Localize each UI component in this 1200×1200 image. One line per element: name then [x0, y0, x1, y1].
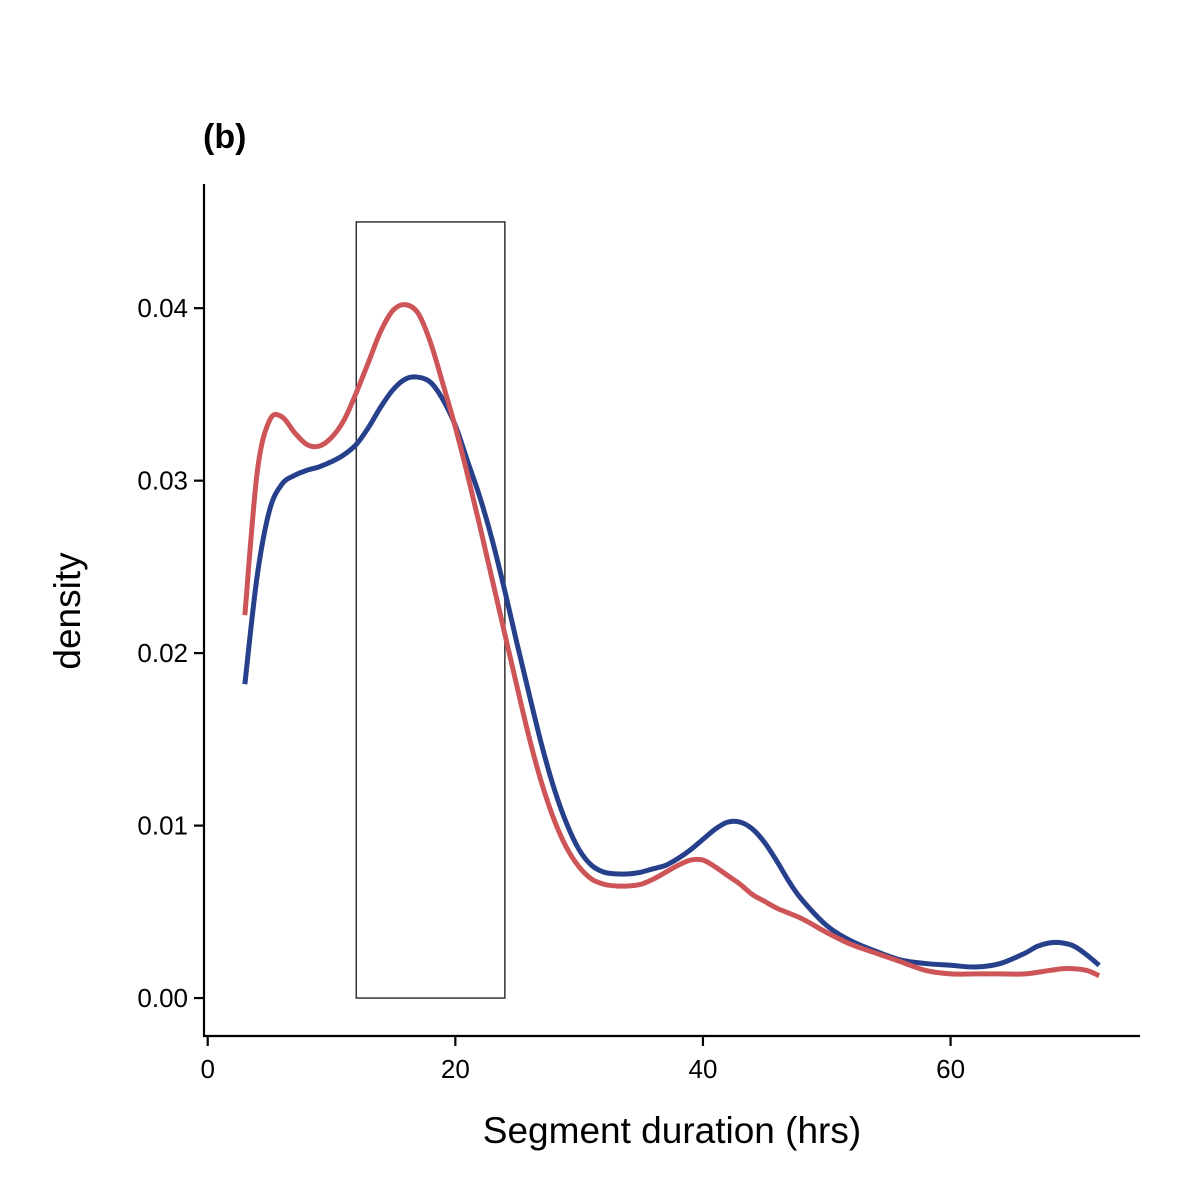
highlight-box [355, 221, 506, 999]
density-line-series-1 [242, 374, 1101, 970]
series-layer [242, 302, 1101, 978]
density-line-series-2 [242, 302, 1101, 978]
x-tick-label: 40 [688, 1054, 717, 1084]
y-tick-label: 0.02 [137, 638, 188, 668]
x-axis-title: Segment duration (hrs) [483, 1110, 861, 1151]
y-axis-title: density [47, 552, 88, 670]
y-tick-label: 0.01 [137, 811, 188, 841]
x-ticks: 0 20 40 60 [200, 1036, 965, 1084]
chart-title: (b) [203, 118, 246, 156]
y-tick-label: 0.04 [137, 293, 188, 323]
y-ticks: 0.00 0.01 0.02 0.03 0.04 [137, 293, 204, 1013]
y-tick-label: 0.00 [137, 983, 188, 1013]
x-tick-label: 60 [936, 1054, 965, 1084]
y-tick-label: 0.03 [137, 466, 188, 496]
x-tick-label: 20 [441, 1054, 470, 1084]
x-tick-label: 0 [200, 1054, 214, 1084]
